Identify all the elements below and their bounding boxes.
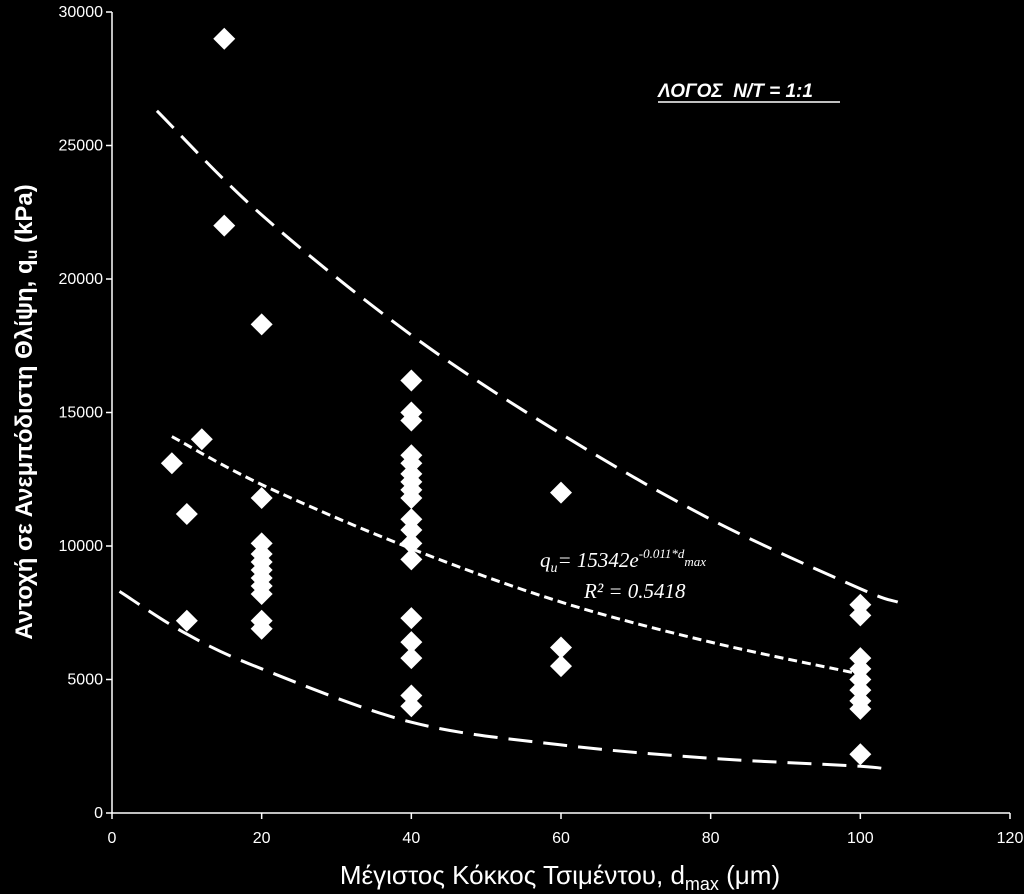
- data-point: [213, 214, 236, 237]
- x-tick-label: 60: [552, 830, 570, 847]
- equation-exp: -0.011*d: [639, 546, 685, 561]
- ratio-annotation: ΛΟΓΟΣ Ν/Τ = 1:1: [657, 81, 813, 102]
- ticks: 0 5000 10000 15000 20000 25000 30000 0 20 40 60 80 1…: [59, 4, 1024, 847]
- data-point: [400, 409, 423, 432]
- x-tick-label: 0: [108, 830, 117, 847]
- equation-exp-sub: max: [684, 554, 706, 569]
- data-point: [550, 636, 572, 659]
- data-point: [400, 647, 423, 670]
- data-point: [400, 631, 423, 654]
- trend-curves: [118, 109, 899, 772]
- y-tick-label: 10000: [59, 538, 104, 555]
- data-point: [550, 655, 572, 678]
- data-point: [400, 695, 423, 718]
- y-tick-label: 20000: [59, 271, 104, 288]
- y-axis-title: Αντοχή σε Ανεμπόδιστη Θλίψη, qu (kPa): [11, 184, 41, 640]
- r-squared-label: R² = 0.5418: [583, 579, 686, 603]
- upper-bound-curve: [155, 109, 899, 604]
- x-tick-label: 20: [253, 830, 271, 847]
- x-tick-label: 100: [847, 830, 874, 847]
- data-point: [550, 481, 572, 504]
- data-point: [175, 609, 198, 632]
- data-point: [400, 607, 423, 630]
- data-point: [400, 548, 423, 571]
- x-tick-label: 80: [702, 830, 720, 847]
- axes: [111, 12, 1010, 814]
- data-point: [250, 617, 273, 640]
- x-axis-title-main: Μέγιστος Κόκκος Τσιμέντου, d: [340, 860, 685, 890]
- y-tick-label: 5000: [67, 672, 103, 689]
- data-point: [250, 313, 273, 336]
- data-point: [400, 518, 423, 541]
- y-tick-label: 25000: [59, 138, 104, 155]
- lower-bound-curve: [118, 590, 891, 772]
- y-tick-label: 0: [94, 805, 103, 822]
- x-axis-title-unit: (μm): [719, 860, 780, 890]
- data-point: [400, 369, 423, 392]
- data-point: [175, 502, 198, 525]
- data-point: [849, 604, 872, 627]
- data-point: [849, 743, 872, 766]
- data-points: [160, 27, 872, 766]
- data-point: [400, 486, 423, 509]
- y-tick-label: 15000: [59, 405, 104, 422]
- equation-body: = 15342e: [558, 548, 639, 572]
- y-tick-label: 30000: [59, 4, 104, 21]
- data-point: [849, 697, 872, 720]
- data-point: [160, 452, 183, 475]
- data-point: [190, 428, 213, 451]
- data-point: [250, 583, 273, 606]
- x-axis-title: Μέγιστος Κόκκος Τσιμέντου, dmax (μm): [340, 860, 780, 894]
- equation-q-sub: u: [551, 561, 558, 576]
- y-axis-title-unit: (kPa): [11, 184, 38, 249]
- x-tick-label: 40: [402, 830, 420, 847]
- data-point: [213, 27, 236, 50]
- equation-q: q: [540, 548, 551, 572]
- equation-label: qu= 15342e-0.011*dmax: [540, 546, 706, 576]
- x-tick-label: 120: [997, 830, 1024, 847]
- x-axis-title-sub: max: [685, 874, 719, 894]
- data-point: [400, 532, 423, 555]
- y-axis-title-main: Αντοχή σε Ανεμπόδιστη Θλίψη, q: [11, 259, 38, 639]
- regression-fit-curve: [171, 435, 861, 676]
- data-point: [250, 486, 273, 509]
- y-axis-title-sub: u: [24, 250, 41, 260]
